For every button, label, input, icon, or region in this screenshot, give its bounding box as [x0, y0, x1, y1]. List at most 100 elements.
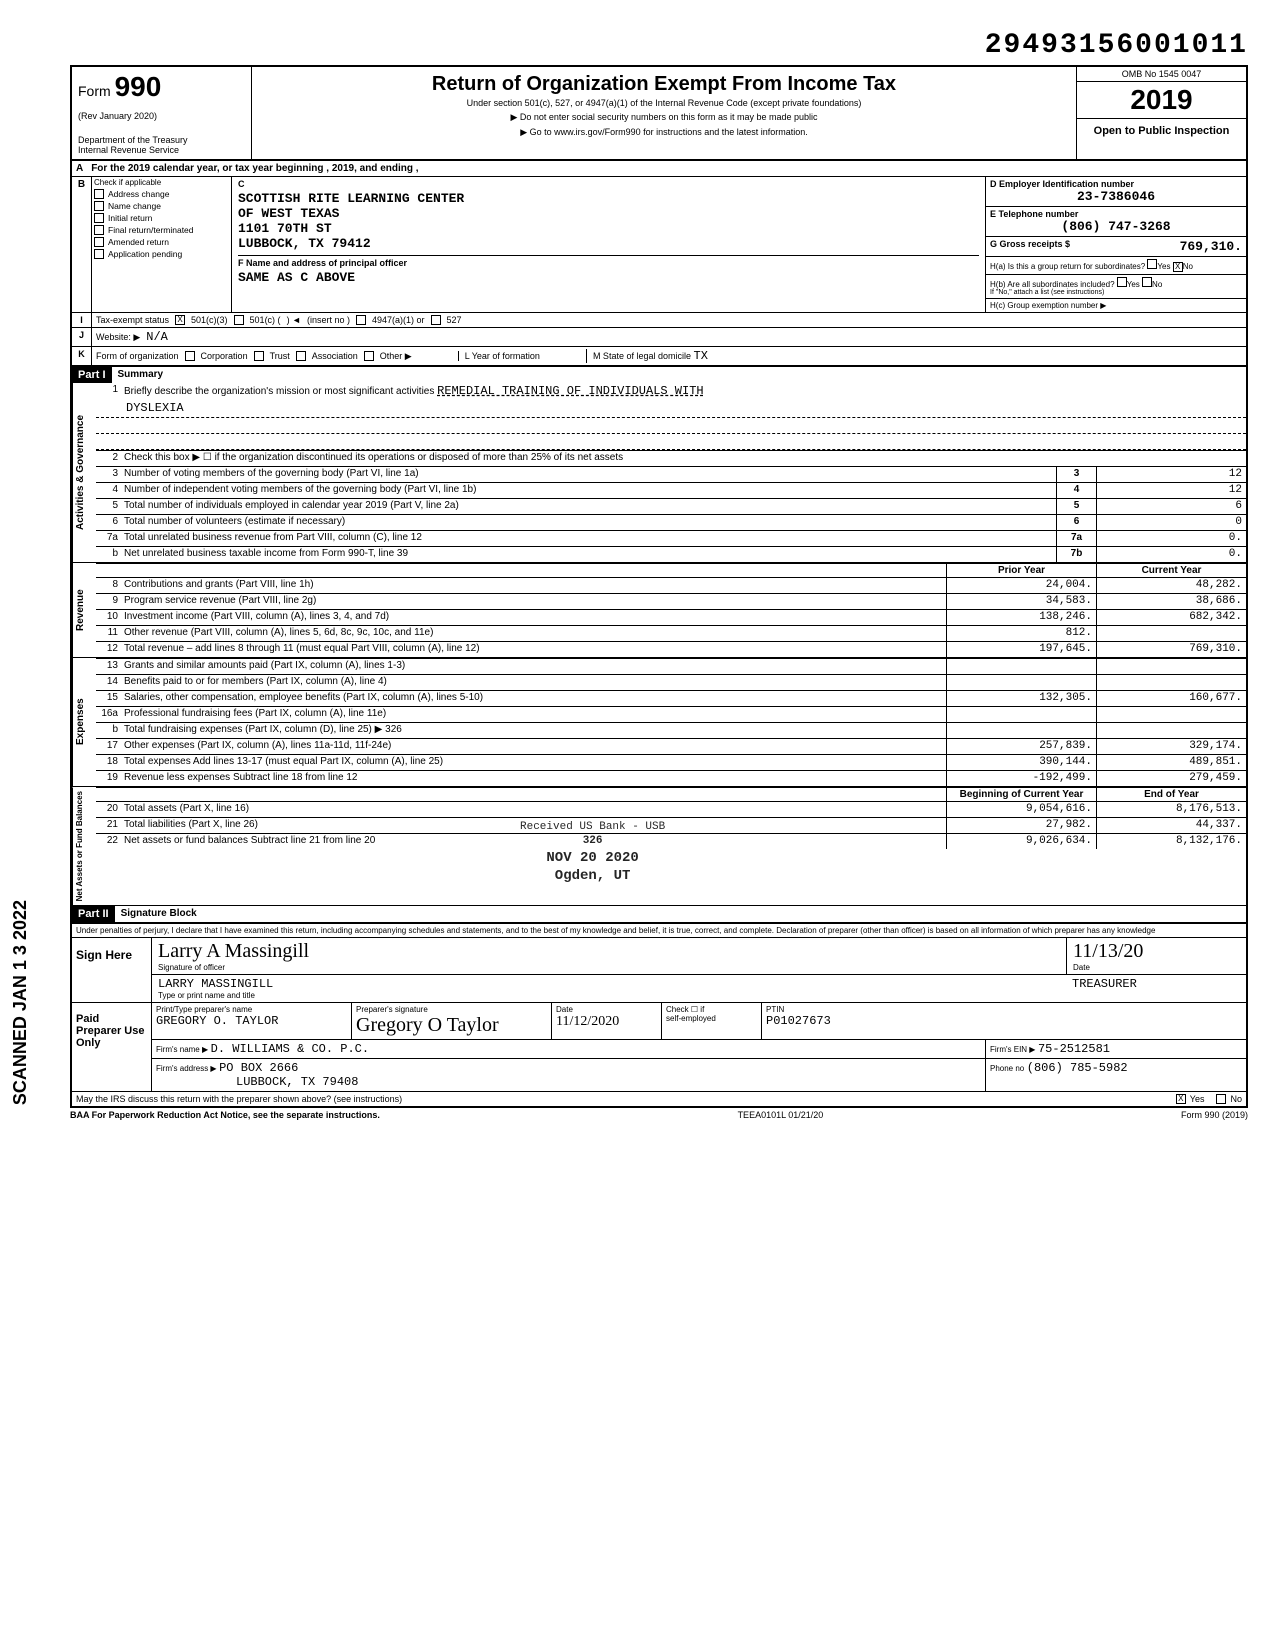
summary-line: 10Investment income (Part VIII, column (… [96, 609, 1246, 625]
chk-initial-label: Initial return [108, 213, 152, 223]
discuss-no-box[interactable] [1216, 1094, 1226, 1104]
527-label: 527 [447, 315, 462, 325]
ha-no-box[interactable]: X [1173, 262, 1183, 272]
chk-501c[interactable] [234, 315, 244, 325]
part-i: Part I Summary Activities & Governance 1… [70, 367, 1248, 906]
row-a: A For the 2019 calendar year, or tax yea… [70, 161, 1248, 177]
hb-no: No [1152, 280, 1162, 289]
assoc-label: Association [312, 351, 358, 361]
firm-ein: 75-2512581 [1038, 1042, 1110, 1056]
chk-4947[interactable] [356, 315, 366, 325]
form-note-1: ▶ Do not enter social security numbers o… [258, 112, 1070, 123]
firm-name-label: Firm's name ▶ [156, 1045, 208, 1054]
line-1-label: Briefly describe the organization's miss… [124, 386, 434, 397]
ptin-label: PTIN [766, 1005, 1242, 1014]
mission-2: DYSLEXIA [96, 399, 1246, 418]
tax-exempt-label: Tax-exempt status [96, 315, 169, 325]
chk-initial[interactable] [94, 213, 104, 223]
side-expenses: Expenses [72, 658, 96, 786]
chk-other[interactable] [364, 351, 374, 361]
prep-name: GREGORY O. TAYLOR [156, 1014, 347, 1028]
ha-yes: Yes [1157, 262, 1170, 271]
form-dept: Department of the Treasury Internal Reve… [78, 135, 245, 155]
self-emp-label: self-employed [666, 1014, 757, 1023]
prior-year-head: Prior Year [946, 564, 1096, 577]
chk-amended-label: Amended return [108, 237, 169, 247]
summary-line: 12Total revenue – add lines 8 through 11… [96, 641, 1246, 657]
form-prefix: Form [78, 83, 111, 99]
hb-yes-box[interactable] [1117, 277, 1127, 287]
trust-label: Trust [270, 351, 290, 361]
firm-addr-2: LUBBOCK, TX 79408 [236, 1075, 358, 1089]
footer-form: Form 990 (2019) [1181, 1110, 1248, 1120]
label-hb: H(b) Are all subordinates included? [990, 280, 1115, 289]
officer-signature: Larry A Massingill [158, 940, 1060, 963]
begin-year-head: Beginning of Current Year [946, 788, 1096, 801]
discuss-yes: Yes [1190, 1094, 1205, 1104]
label-ha: H(a) Is this a group return for subordin… [990, 262, 1145, 271]
org-name-1: SCOTTISH RITE LEARNING CENTER [238, 191, 979, 206]
footer-teea: TEEA0101L 01/21/20 [738, 1110, 824, 1120]
chk-assoc[interactable] [296, 351, 306, 361]
chk-name[interactable] [94, 201, 104, 211]
chk-trust[interactable] [254, 351, 264, 361]
chk-pending[interactable] [94, 249, 104, 259]
ein: 23-7386046 [990, 189, 1242, 204]
summary-line: 18Total expenses Add lines 13-17 (must e… [96, 754, 1246, 770]
form-number: 990 [115, 71, 162, 102]
501c3-label: 501(c)(3) [191, 315, 228, 325]
firm-ein-label: Firm's EIN ▶ [990, 1045, 1035, 1054]
ptin: P01027673 [766, 1014, 1242, 1028]
website-value: N/A [146, 330, 168, 344]
label-j: J [72, 328, 92, 346]
officer-title: TREASURER [1072, 977, 1137, 991]
page-footer: BAA For Paperwork Reduction Act Notice, … [70, 1108, 1248, 1122]
block-b-c-d: B Check if applicable Address change Nam… [70, 177, 1248, 313]
omb-number: OMB No 1545 0047 [1077, 67, 1246, 82]
summary-line: 14Benefits paid to or for members (Part … [96, 674, 1246, 690]
section-d-e-g-h: D Employer Identification number 23-7386… [986, 177, 1246, 312]
summary-line: 8Contributions and grants (Part VIII, li… [96, 577, 1246, 593]
prep-name-label: Print/Type preparer's name [156, 1005, 347, 1014]
hb-note: If "No," attach a list (see instructions… [990, 289, 1242, 296]
part-ii-title: Signature Block [115, 906, 203, 922]
summary-line: 9Program service revenue (Part VIII, lin… [96, 593, 1246, 609]
chk-pending-label: Application pending [108, 249, 182, 259]
chk-corp[interactable] [185, 351, 195, 361]
row-a-text: For the 2019 calendar year, or tax year … [91, 163, 418, 174]
discuss-yes-box[interactable]: X [1176, 1094, 1186, 1104]
chk-final[interactable] [94, 225, 104, 235]
gross-receipts: 769,310. [1180, 239, 1242, 254]
summary-line: bNet unrelated business taxable income f… [96, 546, 1246, 562]
summary-line: 13Grants and similar amounts paid (Part … [96, 658, 1246, 674]
self-emp-check: Check ☐ if [666, 1005, 757, 1014]
prep-signature: Gregory O Taylor [356, 1014, 547, 1037]
side-revenue: Revenue [72, 563, 96, 657]
label-hc: H(c) Group exemption number ▶ [986, 299, 1246, 312]
signature-block: Under penalties of perjury, I declare th… [70, 923, 1248, 1108]
chk-527[interactable] [431, 315, 441, 325]
insert-no: (insert no ) [307, 315, 350, 325]
scanned-stamp: SCANNED JAN 1 3 2022 [10, 900, 31, 1105]
summary-line: 22Net assets or fund balances Subtract l… [96, 833, 1246, 849]
part-i-title: Summary [112, 367, 170, 383]
date-label: Date [1073, 963, 1240, 972]
end-year-head: End of Year [1096, 788, 1246, 801]
perjury-text: Under penalties of perjury, I declare th… [72, 924, 1246, 938]
ha-no: No [1183, 262, 1193, 271]
side-governance: Activities & Governance [72, 383, 96, 562]
section-c: C SCOTTISH RITE LEARNING CENTER OF WEST … [232, 177, 986, 312]
ha-yes-box[interactable] [1147, 259, 1157, 269]
part-i-head: Part I [72, 367, 112, 383]
chk-address[interactable] [94, 189, 104, 199]
part-ii: Part II Signature Block [70, 906, 1248, 923]
title-label: Type or print name and title [158, 991, 1060, 1000]
sig-date: 11/13/20 [1073, 940, 1240, 963]
open-public: Open to Public Inspection [1077, 119, 1246, 143]
chk-amended[interactable] [94, 237, 104, 247]
hb-yes: Yes [1127, 280, 1140, 289]
hb-no-box[interactable] [1142, 277, 1152, 287]
prep-sig-label: Preparer's signature [356, 1005, 547, 1014]
chk-501c3[interactable]: X [175, 315, 185, 325]
label-g: G Gross receipts $ [990, 239, 1070, 254]
